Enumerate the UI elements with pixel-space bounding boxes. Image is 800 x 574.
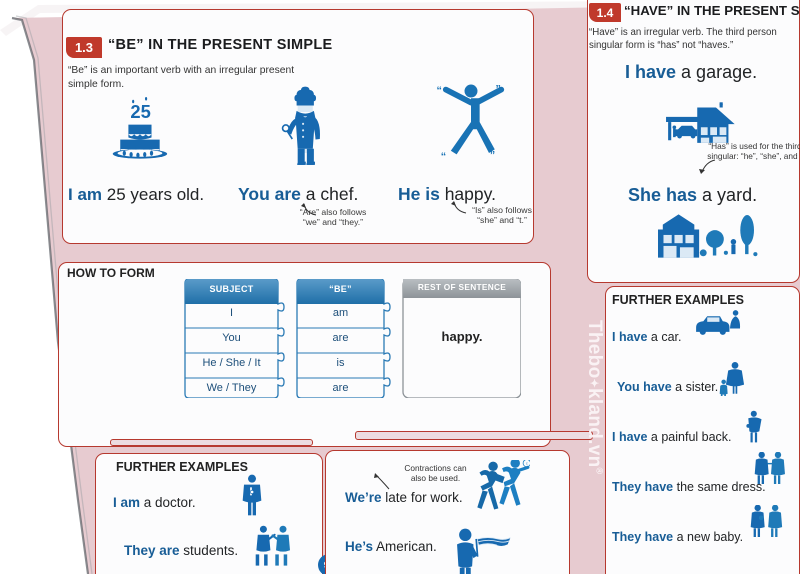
svg-text:”: ”: [490, 150, 495, 162]
svg-text:”: ”: [495, 83, 500, 95]
svg-text:“: “: [436, 85, 441, 97]
svg-text:25: 25: [130, 101, 150, 122]
svg-text:c: c: [526, 462, 528, 466]
svg-text:“: “: [441, 151, 446, 162]
